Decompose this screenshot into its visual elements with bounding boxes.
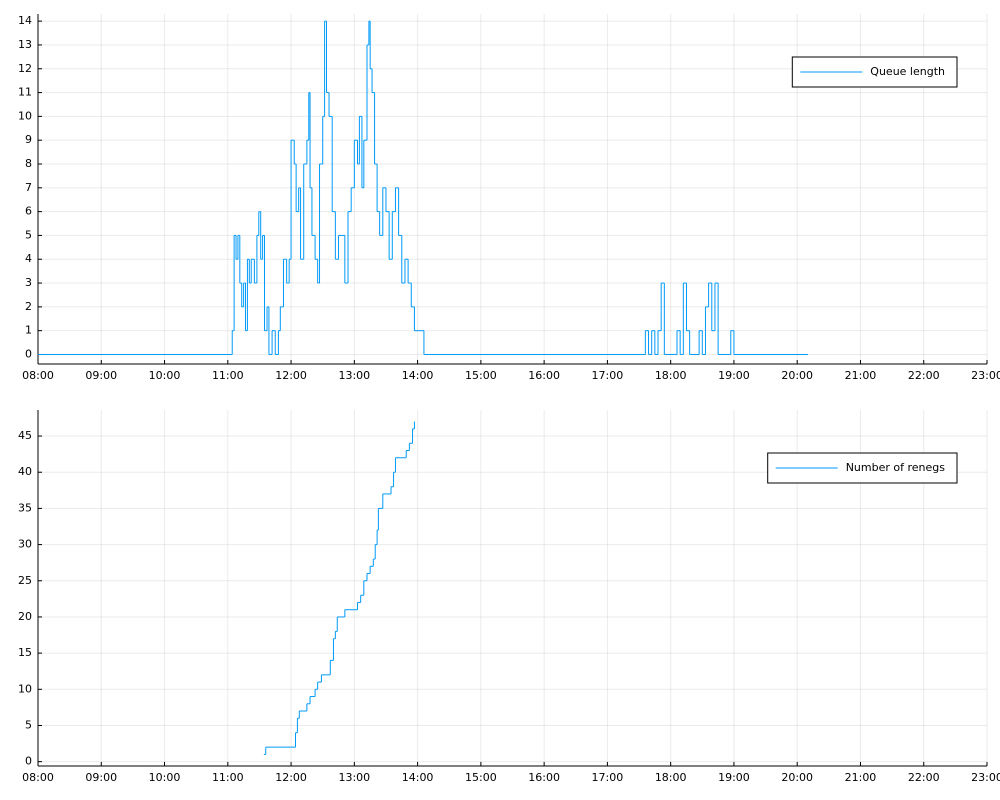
x-tick-label: 14:00	[402, 771, 434, 784]
x-tick-label: 20:00	[781, 369, 813, 382]
y-tick-label: 20	[18, 610, 32, 623]
legend-label: Queue length	[870, 65, 945, 78]
x-tick-label: 21:00	[845, 369, 877, 382]
x-tick-label: 08:00	[22, 369, 54, 382]
x-tick-label: 16:00	[528, 369, 560, 382]
legend: Number of renegs	[767, 452, 958, 484]
y-tick-label: 7	[25, 181, 32, 194]
x-tick-label: 22:00	[908, 369, 940, 382]
y-tick-label: 8	[25, 157, 32, 170]
y-tick-label: 45	[18, 429, 32, 442]
x-tick-label: 15:00	[465, 771, 497, 784]
y-tick-label: 25	[18, 574, 32, 587]
y-tick-label: 9	[25, 133, 32, 146]
x-tick-label: 23:00	[971, 369, 1000, 382]
y-tick-label: 6	[25, 205, 32, 218]
x-tick-label: 11:00	[212, 771, 244, 784]
x-tick-label: 23:00	[971, 771, 1000, 784]
y-tick-label: 5	[25, 718, 32, 731]
y-tick-label: 4	[25, 252, 32, 265]
y-tick-label: 40	[18, 465, 32, 478]
y-tick-label: 14	[18, 14, 32, 27]
x-tick-label: 21:00	[845, 771, 877, 784]
x-tick-label: 17:00	[592, 369, 624, 382]
x-tick-label: 18:00	[655, 369, 687, 382]
x-tick-label: 11:00	[212, 369, 244, 382]
y-tick-label: 35	[18, 501, 32, 514]
x-tick-label: 09:00	[85, 369, 117, 382]
x-tick-label: 10:00	[149, 771, 181, 784]
y-tick-label: 1	[25, 324, 32, 337]
y-tick-label: 5	[25, 228, 32, 241]
x-tick-label: 14:00	[402, 369, 434, 382]
x-tick-label: 13:00	[338, 369, 370, 382]
y-tick-label: 15	[18, 646, 32, 659]
x-tick-label: 13:00	[338, 771, 370, 784]
x-tick-label: 16:00	[528, 771, 560, 784]
y-tick-label: 11	[18, 86, 32, 99]
y-tick-label: 10	[18, 109, 32, 122]
y-tick-label: 30	[18, 538, 32, 551]
x-tick-label: 18:00	[655, 771, 687, 784]
legend: Queue length	[791, 56, 958, 88]
legend-label: Number of renegs	[846, 461, 946, 474]
y-tick-label: 0	[25, 755, 32, 768]
x-tick-label: 17:00	[592, 771, 624, 784]
x-tick-label: 12:00	[275, 369, 307, 382]
x-tick-label: 15:00	[465, 369, 497, 382]
x-tick-label: 12:00	[275, 771, 307, 784]
y-tick-label: 13	[18, 38, 32, 51]
y-tick-label: 12	[18, 62, 32, 75]
y-tick-label: 10	[18, 682, 32, 695]
x-tick-label: 20:00	[781, 771, 813, 784]
x-tick-label: 09:00	[85, 771, 117, 784]
x-tick-label: 08:00	[22, 771, 54, 784]
y-tick-label: 0	[25, 347, 32, 360]
x-tick-label: 22:00	[908, 771, 940, 784]
y-tick-label: 2	[25, 300, 32, 313]
x-tick-label: 10:00	[149, 369, 181, 382]
x-tick-label: 19:00	[718, 771, 750, 784]
y-tick-label: 3	[25, 276, 32, 289]
x-tick-label: 19:00	[718, 369, 750, 382]
